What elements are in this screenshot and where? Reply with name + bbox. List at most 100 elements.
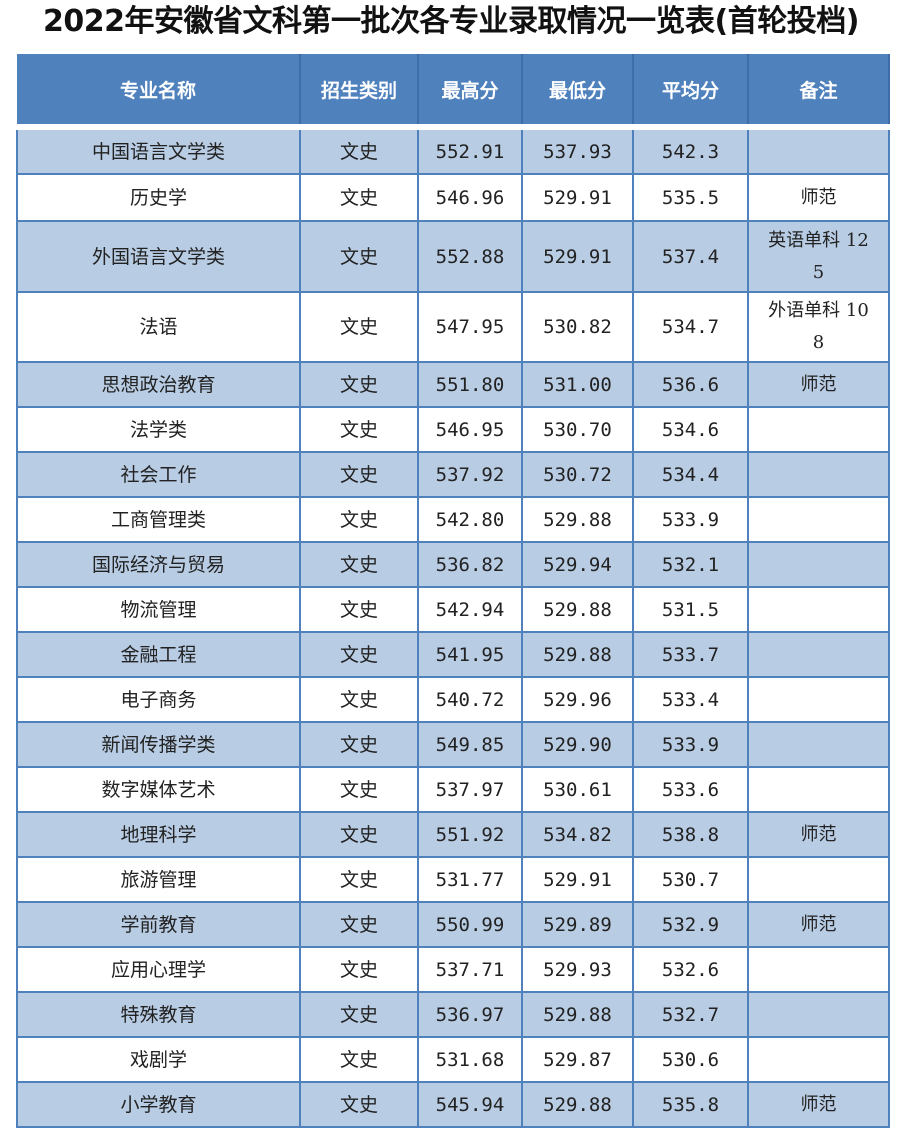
cell-avg-score: 530.6 [632, 1036, 749, 1083]
cell-major: 工商管理类 [16, 496, 301, 543]
cell-avg-score: 533.9 [632, 496, 749, 543]
table-row: 地理科学 文史 551.92 534.82 538.8 师范 [16, 811, 890, 858]
cell-avg-score: 534.7 [632, 291, 749, 363]
page-title: 2022年安徽省文科第一批次各专业录取情况一览表(首轮投档) [43, 4, 859, 39]
cell-major: 地理科学 [16, 811, 301, 858]
table-row: 电子商务 文史 540.72 529.96 533.4 [16, 676, 890, 723]
cell-note [747, 406, 890, 453]
table-row: 特殊教育 文史 536.97 529.88 532.7 [16, 991, 890, 1038]
cell-min-score: 530.72 [521, 451, 634, 498]
cell-max-score: 547.95 [417, 291, 523, 363]
header-avg-score: 平均分 [633, 54, 749, 130]
table-row: 新闻传播学类 文史 549.85 529.90 533.9 [16, 721, 890, 768]
cell-category: 文史 [299, 766, 419, 813]
cell-min-score: 529.91 [521, 856, 634, 903]
cell-min-score: 529.91 [521, 173, 634, 222]
cell-max-score: 546.96 [417, 173, 523, 222]
cell-min-score: 529.94 [521, 541, 634, 588]
cell-category: 文史 [299, 676, 419, 723]
cell-note [747, 856, 890, 903]
cell-major: 电子商务 [16, 676, 301, 723]
cell-note [747, 676, 890, 723]
table-row: 工商管理类 文史 542.80 529.88 533.9 [16, 496, 890, 543]
cell-avg-score: 533.7 [632, 631, 749, 678]
cell-avg-score: 530.7 [632, 856, 749, 903]
table-row: 小学教育 文史 545.94 529.88 535.8 师范 [16, 1081, 890, 1128]
cell-min-score: 534.82 [521, 811, 634, 858]
table-row: 历史学 文史 546.96 529.91 535.5 师范 [16, 173, 890, 222]
cell-category: 文史 [299, 946, 419, 993]
cell-min-score: 530.61 [521, 766, 634, 813]
cell-major: 金融工程 [16, 631, 301, 678]
cell-max-score: 550.99 [417, 901, 523, 948]
cell-category: 文史 [299, 361, 419, 408]
cell-avg-score: 533.6 [632, 766, 749, 813]
cell-avg-score: 537.4 [632, 220, 749, 293]
cell-major: 小学教育 [16, 1081, 301, 1128]
cell-major: 法学类 [16, 406, 301, 453]
cell-major: 国际经济与贸易 [16, 541, 301, 588]
cell-max-score: 536.97 [417, 991, 523, 1038]
cell-min-score: 531.00 [521, 361, 634, 408]
cell-max-score: 536.82 [417, 541, 523, 588]
table-row: 数字媒体艺术 文史 537.97 530.61 533.6 [16, 766, 890, 813]
cell-note [747, 541, 890, 588]
cell-min-score: 529.88 [521, 631, 634, 678]
cell-note: 师范 [747, 811, 890, 858]
table-row: 中国语言文学类 文史 552.91 537.93 542.3 [16, 126, 890, 175]
cell-major: 历史学 [16, 173, 301, 222]
header-max-score: 最高分 [418, 54, 523, 130]
cell-category: 文史 [299, 811, 419, 858]
cell-category: 文史 [299, 586, 419, 633]
cell-max-score: 541.95 [417, 631, 523, 678]
table-row: 金融工程 文史 541.95 529.88 533.7 [16, 631, 890, 678]
cell-avg-score: 535.8 [632, 1081, 749, 1128]
cell-note: 师范 [747, 361, 890, 408]
cell-max-score: 552.88 [417, 220, 523, 293]
cell-avg-score: 531.5 [632, 586, 749, 633]
cell-major: 中国语言文学类 [16, 126, 301, 175]
table-row: 法学类 文史 546.95 530.70 534.6 [16, 406, 890, 453]
cell-min-score: 529.90 [521, 721, 634, 768]
cell-avg-score: 533.4 [632, 676, 749, 723]
table-row: 旅游管理 文史 531.77 529.91 530.7 [16, 856, 890, 903]
header-major: 专业名称 [17, 54, 301, 130]
cell-category: 文史 [299, 721, 419, 768]
table-row: 国际经济与贸易 文史 536.82 529.94 532.1 [16, 541, 890, 588]
cell-max-score: 546.95 [417, 406, 523, 453]
cell-category: 文史 [299, 991, 419, 1038]
cell-category: 文史 [299, 541, 419, 588]
cell-category: 文史 [299, 451, 419, 498]
cell-category: 文史 [299, 631, 419, 678]
cell-max-score: 552.91 [417, 126, 523, 175]
cell-major: 旅游管理 [16, 856, 301, 903]
admission-table: 专业名称 招生类别 最高分 最低分 平均分 备注 中国语言文学类 文史 552.91… [16, 54, 890, 1128]
cell-category: 文史 [299, 1081, 419, 1128]
cell-category: 文史 [299, 496, 419, 543]
cell-min-score: 529.88 [521, 496, 634, 543]
cell-max-score: 537.97 [417, 766, 523, 813]
table-row: 外国语言文学类 文史 552.88 529.91 537.4 英语单科 125 [16, 220, 890, 293]
cell-min-score: 529.89 [521, 901, 634, 948]
cell-avg-score: 542.3 [632, 126, 749, 175]
cell-note [747, 631, 890, 678]
cell-max-score: 551.80 [417, 361, 523, 408]
cell-note [747, 126, 890, 175]
cell-max-score: 540.72 [417, 676, 523, 723]
cell-note: 师范 [747, 901, 890, 948]
table-row: 法语 文史 547.95 530.82 534.7 外语单科 108 [16, 291, 890, 363]
cell-max-score: 537.92 [417, 451, 523, 498]
header-category: 招生类别 [300, 54, 419, 130]
cell-min-score: 529.87 [521, 1036, 634, 1083]
cell-max-score: 542.80 [417, 496, 523, 543]
cell-major: 应用心理学 [16, 946, 301, 993]
table-row: 思想政治教育 文史 551.80 531.00 536.6 师范 [16, 361, 890, 408]
cell-avg-score: 535.5 [632, 173, 749, 222]
cell-max-score: 549.85 [417, 721, 523, 768]
cell-major: 戏剧学 [16, 1036, 301, 1083]
cell-major: 思想政治教育 [16, 361, 301, 408]
table-row: 学前教育 文史 550.99 529.89 532.9 师范 [16, 901, 890, 948]
table-row: 应用心理学 文史 537.71 529.93 532.6 [16, 946, 890, 993]
cell-major: 社会工作 [16, 451, 301, 498]
cell-note [747, 496, 890, 543]
